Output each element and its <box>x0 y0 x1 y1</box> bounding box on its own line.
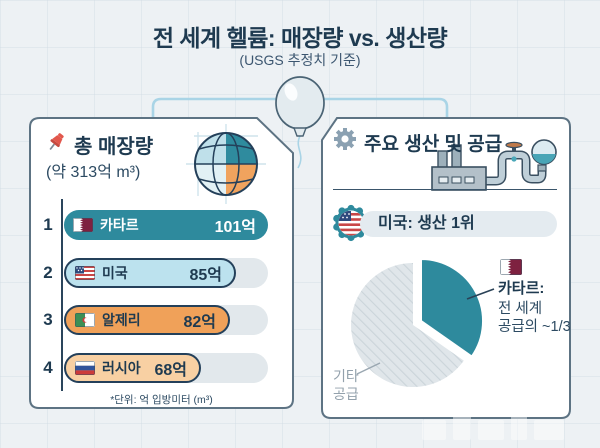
pie-chart <box>351 257 495 387</box>
country-label: 미국 <box>102 265 128 281</box>
qatar-slice-label-line3: 공급의 ~1/3 <box>498 319 571 335</box>
usa-flag-icon <box>75 266 95 280</box>
section-divider <box>333 189 557 190</box>
bar-russia: 러시아 68억 <box>64 353 201 383</box>
value-label: 82억 <box>183 314 216 331</box>
ranking-axis-line <box>61 199 63 391</box>
rank-row-algeria: 3 알제리 82억 <box>36 305 272 335</box>
bar-qatar: 카타르 101억 <box>64 210 268 240</box>
country-label: 러시아 <box>102 360 141 376</box>
rank-number: 3 <box>43 310 53 329</box>
us-production-badge: 미국: 생산 1위 <box>360 211 557 237</box>
qatar-flag-icon <box>500 259 522 275</box>
production-heading: 주요 생산 및 공급 <box>364 134 503 155</box>
qatar-slice-label-line2: 전 세계 <box>498 301 543 317</box>
gear-icon <box>334 128 356 150</box>
country-label: 알제리 <box>102 312 141 328</box>
rank-number: 2 <box>43 263 53 282</box>
rank-row-russia: 4 러시아 68억 <box>36 353 272 383</box>
qatar-leader-line <box>466 288 495 300</box>
globe-icon <box>186 124 266 204</box>
pushpin-icon <box>49 133 64 151</box>
bar-usa: 미국 85억 <box>64 258 236 288</box>
factory-pipe-icon <box>431 139 557 191</box>
qatar-slice-label-title: 카타르: <box>498 280 545 297</box>
bar-algeria: 알제리 82억 <box>64 305 230 335</box>
page-subtitle: (USGS 추정치 기준) <box>239 52 361 68</box>
rank-number: 4 <box>43 358 53 377</box>
badge-label: 미국: 생산 1위 <box>378 215 475 232</box>
reserves-heading: 총 매장량 <box>74 136 154 158</box>
pie-slice-other <box>351 263 464 387</box>
value-label: 101억 <box>214 219 256 236</box>
qatar-flag-icon <box>73 218 93 232</box>
value-label: 85억 <box>189 267 222 284</box>
pie-slice-qatar <box>420 257 485 358</box>
other-slice-label-line1: 기타 <box>333 368 359 384</box>
unit-footnote: *단위: 억 입방미터 (m³) <box>110 394 213 406</box>
other-slice-label-line2: 공급 <box>333 386 359 402</box>
rank-row-usa: 2 미국 85억 <box>36 258 272 288</box>
balloon-icon <box>275 76 325 169</box>
russia-flag-icon <box>75 361 95 375</box>
algeria-flag-icon <box>75 313 95 327</box>
watermark <box>422 412 592 440</box>
value-label: 68억 <box>154 362 187 379</box>
country-label: 카타르 <box>100 217 139 233</box>
reserves-total: (약 313억 m³) <box>46 164 141 181</box>
page-title: 전 세계 헬륨: 매장량 vs. 생산량 <box>152 25 448 51</box>
other-leader-line <box>356 362 381 375</box>
rank-row-qatar: 1 카타르 101억 <box>36 210 272 240</box>
rank-number: 1 <box>43 215 53 234</box>
